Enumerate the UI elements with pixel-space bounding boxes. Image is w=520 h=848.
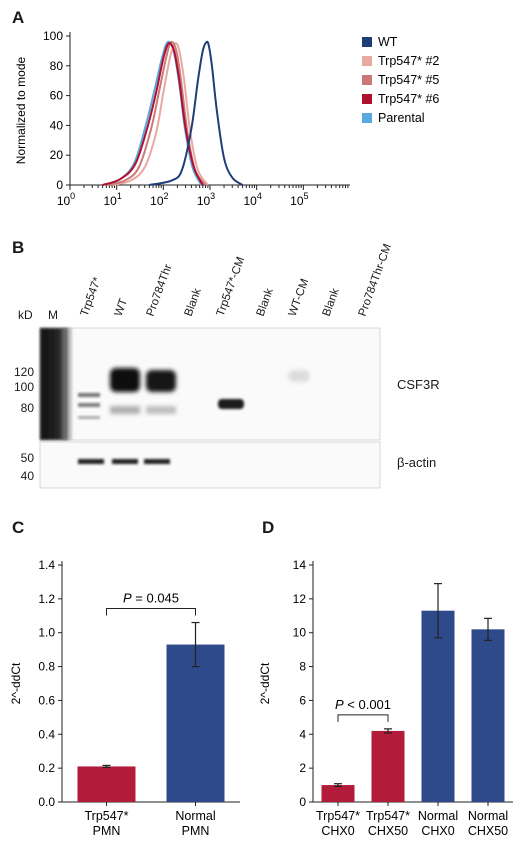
x-tick-label: 102	[150, 191, 168, 208]
y-tick-label: 80	[50, 59, 64, 73]
x-tick-label: Trp547*	[84, 809, 128, 823]
x-tick-label: CHX50	[368, 824, 408, 838]
legend-label: Parental	[378, 111, 425, 125]
legend-swatch	[362, 113, 372, 123]
y-tick-label: 1.2	[38, 592, 55, 606]
y-tick-label: 0.6	[38, 693, 55, 707]
p-value-label: P < 0.001	[335, 697, 391, 712]
x-tick-label: CHX0	[321, 824, 354, 838]
x-tick-label: 101	[103, 191, 121, 208]
mw-label-40: 40	[20, 469, 34, 483]
x-tick-label: Trp547*	[366, 809, 410, 823]
series-line-trp547-6	[102, 42, 204, 186]
y-tick-label: 1.0	[38, 626, 55, 640]
bar-2	[166, 644, 225, 802]
legend-swatch	[362, 37, 372, 47]
x-tick-label: PMN	[182, 824, 210, 838]
mw-label-50: 50	[20, 451, 34, 465]
y-axis-label: 2^-ddCt	[258, 662, 272, 704]
x-tick-label: 104	[243, 191, 261, 208]
y-tick-label: 6	[299, 693, 306, 707]
panel-b-letter: B	[12, 238, 25, 257]
legend-swatch	[362, 75, 372, 85]
panel-d-bar-chart: 2^-ddCt02468101214Trp547*CHX0Trp547*CHX5…	[258, 558, 513, 838]
beta-actin-label: β-actin	[397, 455, 437, 470]
x-tick-label: Normal	[468, 809, 508, 823]
x-tick-label: Normal	[175, 809, 215, 823]
significance-bracket	[337, 714, 389, 722]
bar-3	[421, 610, 455, 802]
wt-cm-smudge	[288, 370, 310, 382]
y-tick-label: 0	[299, 795, 306, 809]
p-value-label: P = 0.045	[123, 591, 179, 606]
trp547-lane-bands	[78, 393, 100, 419]
y-tick-label: 2	[299, 761, 306, 775]
beta-actin-bands	[78, 459, 170, 464]
y-tick-label: 14	[293, 558, 307, 572]
x-tick-label: 105	[290, 191, 308, 208]
legend-label: WT	[378, 35, 398, 49]
x-tick-label: 100	[57, 191, 75, 208]
pro784thr-lane-band	[146, 370, 176, 414]
legend-label: Trp547* #5	[378, 73, 439, 87]
y-tick-label: 10	[293, 626, 307, 640]
y-axis-label: Normalized to mode	[14, 56, 28, 164]
legend-label: Trp547* #2	[378, 54, 439, 68]
bar-1	[321, 785, 355, 802]
mw-label-120: 120	[13, 365, 34, 379]
kd-label: kD	[18, 308, 33, 322]
bar-2	[371, 730, 405, 802]
x-tick-label: Trp547*	[316, 809, 360, 823]
panel-d-letter: D	[262, 518, 275, 537]
panel-a-histogram: Normalized to mode 0 20 40 60 80 100 100 101 102 1…	[14, 29, 439, 208]
marker-lane-label: M	[48, 308, 58, 322]
legend-swatch	[362, 56, 372, 66]
mw-label-80: 80	[20, 401, 34, 415]
trp547-cm-band	[218, 399, 244, 409]
bar-1	[77, 766, 136, 802]
y-tick-label: 0.2	[38, 761, 55, 775]
y-tick-label: 1.4	[38, 558, 55, 572]
y-tick-label: 60	[50, 89, 64, 103]
legend-label: Trp547* #6	[378, 92, 439, 106]
panel-b-western-blot: kD M Trp547* WT Pro784Thr Blank Trp547*-…	[0, 230, 520, 500]
series-line-wt	[149, 40, 244, 186]
upper-membrane	[39, 327, 381, 441]
x-tick-label: CHX0	[421, 824, 454, 838]
x-tick-label: Normal	[418, 809, 458, 823]
y-tick-label: 100	[43, 29, 63, 43]
lower-membrane	[39, 441, 381, 489]
y-tick-label: 0	[56, 178, 63, 192]
y-tick-label: 0.8	[38, 660, 55, 674]
significance-bracket	[106, 608, 196, 616]
y-tick-label: 12	[293, 592, 307, 606]
x-tick-label: PMN	[93, 824, 121, 838]
x-tick-label: 103	[197, 191, 215, 208]
y-tick-label: 0.0	[38, 795, 55, 809]
legend-swatch	[362, 94, 372, 104]
y-tick-label: 8	[299, 660, 306, 674]
bar-4	[471, 629, 505, 802]
csf3r-label: CSF3R	[397, 377, 440, 392]
wt-lane-band	[110, 368, 140, 414]
panel-c-bar-chart: 2^-ddCt0.00.20.40.60.81.01.21.4Trp547*PM…	[9, 558, 240, 838]
y-tick-label: 20	[50, 148, 64, 162]
y-tick-label: 4	[299, 727, 306, 741]
panel-a-letter: A	[12, 8, 25, 27]
y-tick-label: 40	[50, 118, 64, 132]
x-tick-label: CHX50	[468, 824, 508, 838]
y-tick-label: 0.4	[38, 727, 55, 741]
panel-c-letter: C	[12, 518, 25, 537]
mw-label-100: 100	[13, 380, 34, 394]
marker-ladder	[40, 328, 72, 440]
y-axis-label: 2^-ddCt	[9, 662, 23, 704]
series-line-trp547-5	[106, 40, 207, 186]
